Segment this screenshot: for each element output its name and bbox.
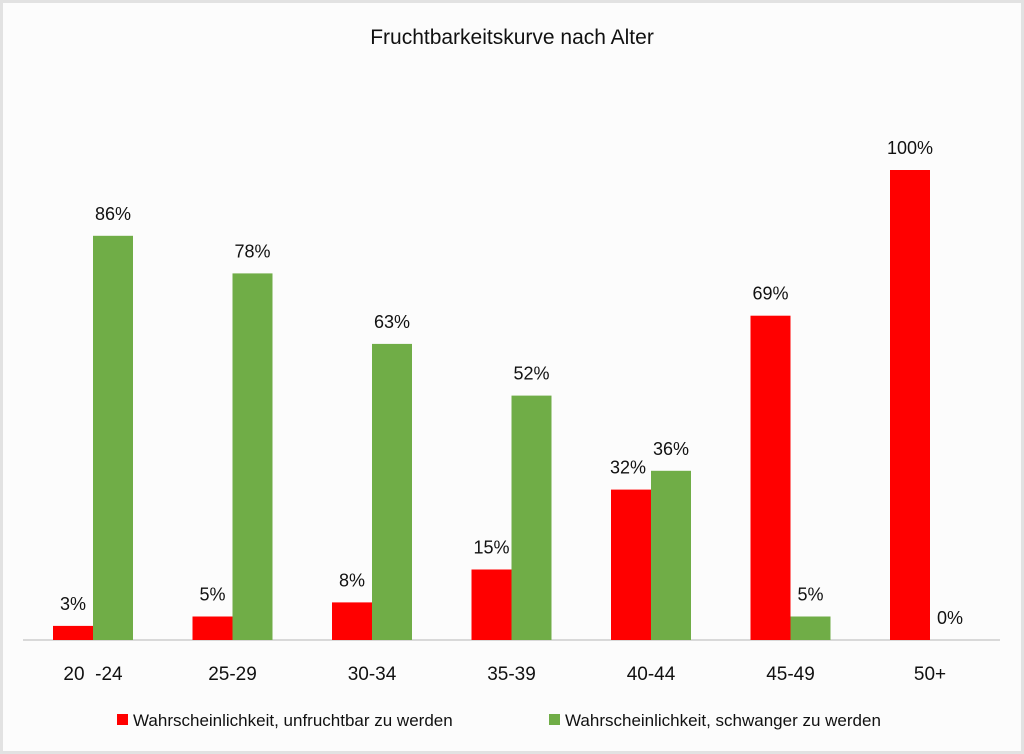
- data-label: 36%: [653, 439, 689, 459]
- bar-unfruchtbar: [750, 315, 791, 640]
- bar-unfruchtbar: [471, 569, 512, 640]
- x-tick-label: 50+: [914, 664, 946, 685]
- bar-unfruchtbar: [332, 602, 372, 640]
- data-label: 5%: [199, 585, 225, 605]
- data-label: 5%: [797, 585, 823, 605]
- bar-schwanger: [651, 470, 691, 640]
- bar-schwanger: [511, 395, 552, 640]
- data-label: 15%: [473, 538, 509, 558]
- data-label: 3%: [60, 594, 86, 614]
- chart-title: Fruchtbarkeitskurve nach Alter: [370, 26, 654, 49]
- x-tick-label: 45-49: [766, 664, 815, 685]
- x-tick-label: 40-44: [627, 664, 676, 685]
- bar-unfruchtbar: [53, 625, 93, 640]
- data-label: 52%: [513, 364, 549, 384]
- data-label: 32%: [610, 458, 646, 478]
- bar-schwanger: [372, 343, 412, 640]
- legend-swatch: [549, 714, 560, 725]
- bar-unfruchtbar: [890, 170, 930, 640]
- legend-swatch: [117, 714, 128, 725]
- data-label: 100%: [887, 138, 933, 158]
- bar-schwanger: [232, 273, 273, 640]
- bar-schwanger: [790, 616, 831, 640]
- data-label: 0%: [937, 608, 963, 628]
- x-tick-label: 30-34: [348, 664, 397, 685]
- legend-label: Wahrscheinlichkeit, unfruchtbar zu werde…: [133, 711, 453, 730]
- legend-label: Wahrscheinlichkeit, schwanger zu werden: [565, 711, 881, 730]
- data-label: 63%: [374, 312, 410, 332]
- x-tick-label: 25-29: [208, 664, 257, 685]
- bar-schwanger: [93, 235, 133, 641]
- x-tick-label: 20 -24: [63, 664, 123, 685]
- bar-unfruchtbar: [192, 616, 233, 640]
- data-label: 86%: [95, 204, 131, 224]
- data-label: 78%: [234, 241, 270, 261]
- x-tick-label: 35-39: [487, 664, 536, 685]
- data-label: 8%: [339, 570, 365, 590]
- bar-unfruchtbar: [611, 489, 651, 640]
- data-label: 69%: [752, 284, 788, 304]
